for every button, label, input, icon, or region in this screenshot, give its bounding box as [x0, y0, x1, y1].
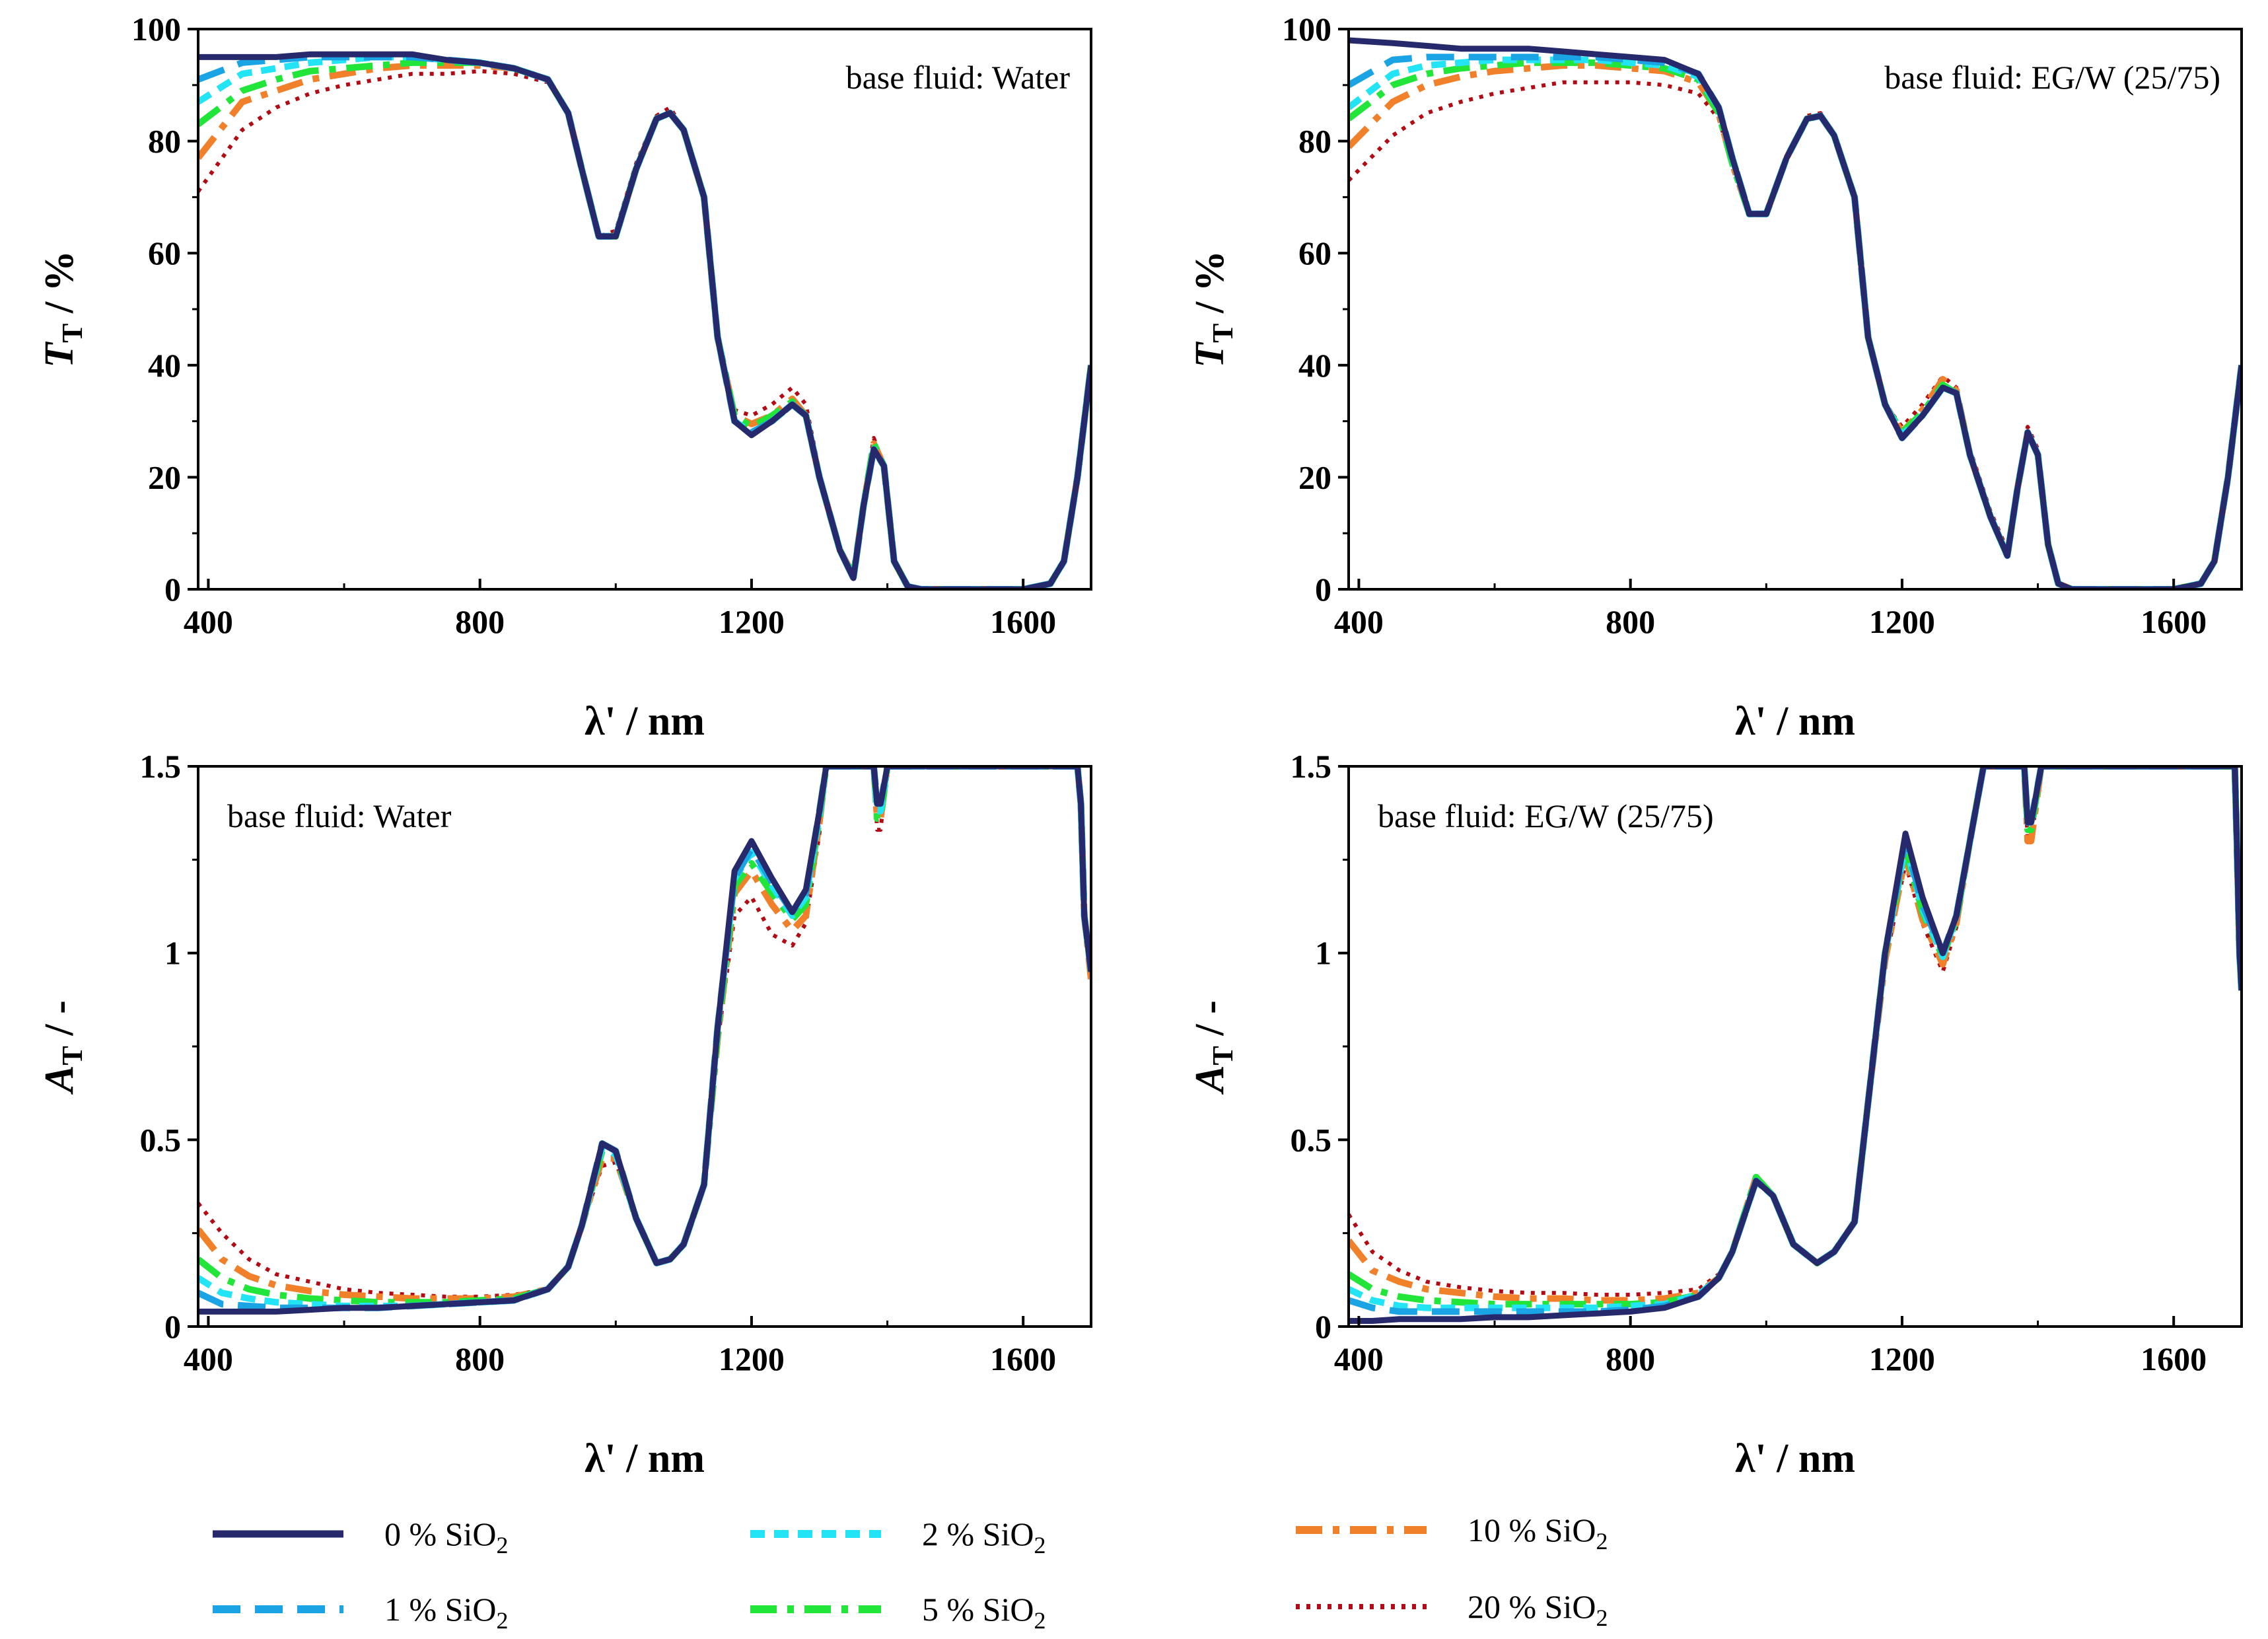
x-tick-label: 800 — [1606, 1340, 1655, 1377]
x-tick-label: 1200 — [719, 1340, 785, 1377]
legend-label: 20 % SiO2 — [1468, 1588, 1608, 1631]
x-tick-label: 1600 — [990, 603, 1056, 640]
series-line-s20 — [1349, 80, 2242, 589]
x-tick-label: 800 — [455, 603, 505, 640]
chart-panel-tl: 400 800 1200 1600 0 20 40 60 80 100 λ' / nm TT / % b… — [37, 11, 1092, 744]
x-tick-label: 800 — [1606, 603, 1655, 640]
series-line-s0 — [198, 51, 1091, 589]
x-tick-label: 1200 — [719, 603, 785, 640]
legend: 0 % SiO2 1 % SiO2 2 % SiO2 5 % SiO2 10 % SiO… — [213, 1512, 1608, 1634]
y-tick-label: 80 — [148, 123, 181, 160]
chart-panel-bl: 400 800 1200 1600 0 0.5 1 1.5 λ' / nm AT / - base … — [37, 748, 1092, 1481]
y-tick-label: 1 — [164, 935, 181, 972]
base-fluid-annotation: base fluid: Water — [227, 797, 452, 834]
y-tick-label: 0.5 — [1291, 1121, 1332, 1158]
legend-label: 5 % SiO2 — [922, 1591, 1045, 1634]
y-tick-label: 20 — [148, 458, 181, 495]
y-tick-label: 60 — [148, 235, 181, 272]
series-line-s2 — [1349, 766, 2242, 1311]
y-tick-label: 100 — [131, 11, 181, 48]
series-line-s5 — [198, 766, 1091, 1306]
series-line-s5 — [1349, 766, 2242, 1308]
y-tick-label: 40 — [148, 347, 181, 384]
series-group — [198, 51, 1091, 589]
y-tick-label: 1.5 — [140, 748, 182, 785]
x-axis-label: λ' / nm — [1735, 699, 1855, 744]
x-tick-label: 400 — [1334, 1340, 1384, 1377]
y-axis-label: AT / - — [37, 1000, 89, 1095]
y-tick-label: 1 — [1315, 935, 1331, 972]
y-tick-label: 0 — [1315, 571, 1331, 608]
legend-label: 10 % SiO2 — [1468, 1512, 1608, 1554]
legend-label: 2 % SiO2 — [922, 1515, 1045, 1558]
series-line-s1 — [198, 766, 1091, 1311]
series-line-s2 — [198, 766, 1091, 1309]
x-tick-label: 1600 — [2141, 603, 2207, 640]
legend-item-s2: 2 % SiO2 — [750, 1515, 1045, 1558]
series-line-s1 — [1349, 766, 2242, 1315]
legend-label: 1 % SiO2 — [384, 1591, 508, 1634]
y-axis-label: AT / - — [1187, 1000, 1239, 1095]
y-tick-label: 0 — [164, 571, 181, 608]
y-tick-label: 80 — [1298, 123, 1331, 160]
series-line-s0 — [198, 766, 1091, 1315]
series-line-s20 — [198, 766, 1091, 1299]
series-line-s0 — [1349, 37, 2242, 589]
series-line-s0 — [1349, 766, 2242, 1324]
series-line-s20 — [1349, 766, 2242, 1297]
x-tick-label: 800 — [455, 1340, 505, 1377]
x-tick-label: 400 — [184, 1340, 233, 1377]
series-group — [1349, 37, 2242, 589]
series-line-s1 — [198, 54, 1091, 589]
y-tick-label: 0.5 — [140, 1121, 182, 1158]
y-tick-label: 1.5 — [1291, 748, 1332, 785]
legend-label: 0 % SiO2 — [384, 1515, 508, 1558]
x-tick-label: 400 — [1334, 603, 1384, 640]
chart-panel-tr: 400 800 1200 1600 0 20 40 60 80 100 λ' / nm TT / % b… — [1187, 11, 2243, 744]
base-fluid-annotation: base fluid: EG/W (25/75) — [1378, 797, 1714, 834]
x-tick-label: 1200 — [1869, 603, 1935, 640]
legend-item-s20: 20 % SiO2 — [1296, 1588, 1608, 1631]
base-fluid-annotation: base fluid: Water — [846, 59, 1071, 96]
plot-frame — [197, 28, 1092, 591]
legend-item-s10: 10 % SiO2 — [1296, 1512, 1608, 1554]
series-line-s10 — [198, 766, 1091, 1302]
y-tick-label: 0 — [1315, 1308, 1331, 1345]
y-axis-label: TT / % — [37, 250, 89, 367]
y-tick-label: 20 — [1298, 458, 1331, 495]
y-tick-label: 60 — [1298, 235, 1331, 272]
series-line-s10 — [1349, 766, 2242, 1304]
legend-item-s1: 1 % SiO2 — [213, 1591, 508, 1634]
series-group — [198, 766, 1091, 1315]
y-tick-label: 100 — [1282, 11, 1331, 48]
x-tick-label: 400 — [184, 603, 233, 640]
chart-panel-br: 400 800 1200 1600 0 0.5 1 1.5 λ' / nm AT / - base … — [1187, 748, 2243, 1481]
base-fluid-annotation: base fluid: EG/W (25/75) — [1884, 59, 2220, 96]
x-axis-label: λ' / nm — [585, 1436, 705, 1481]
x-tick-label: 1200 — [1869, 1340, 1935, 1377]
plot-frame — [1347, 28, 2243, 591]
x-axis-label: λ' / nm — [585, 699, 705, 744]
legend-item-s5: 5 % SiO2 — [750, 1591, 1045, 1634]
series-line-s2 — [198, 54, 1091, 589]
legend-item-s0: 0 % SiO2 — [213, 1515, 508, 1558]
series-group — [1349, 766, 2242, 1324]
y-tick-label: 40 — [1298, 347, 1331, 384]
x-tick-label: 1600 — [2141, 1340, 2207, 1377]
x-tick-label: 1600 — [990, 1340, 1056, 1377]
y-axis-label: TT / % — [1187, 250, 1239, 367]
y-tick-label: 0 — [164, 1308, 181, 1345]
x-axis-label: λ' / nm — [1735, 1436, 1855, 1481]
